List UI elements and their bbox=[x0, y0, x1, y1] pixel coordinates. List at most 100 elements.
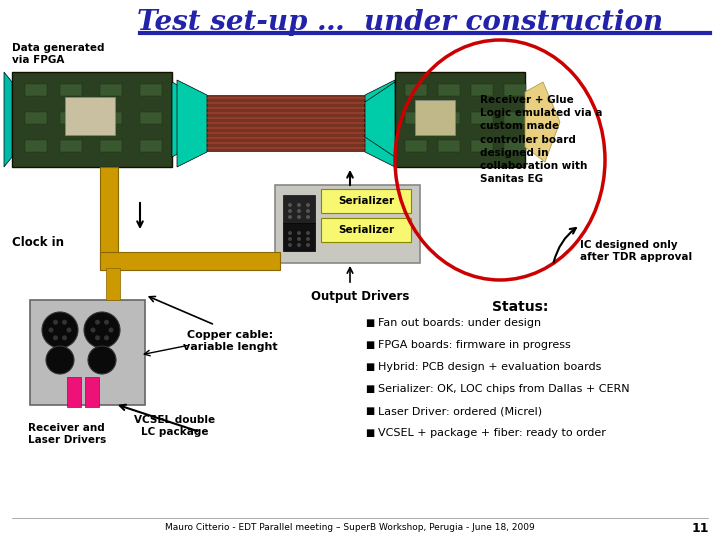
Circle shape bbox=[62, 335, 67, 340]
Polygon shape bbox=[4, 72, 12, 167]
Circle shape bbox=[297, 209, 301, 213]
Text: ■: ■ bbox=[365, 362, 374, 372]
FancyBboxPatch shape bbox=[283, 195, 315, 223]
Text: Receiver and
Laser Drivers: Receiver and Laser Drivers bbox=[28, 423, 107, 444]
Text: Test set-up …  under construction: Test set-up … under construction bbox=[137, 9, 663, 36]
Text: IC designed only
after TDR approval: IC designed only after TDR approval bbox=[580, 240, 692, 261]
FancyBboxPatch shape bbox=[405, 84, 427, 96]
FancyBboxPatch shape bbox=[65, 97, 115, 135]
FancyBboxPatch shape bbox=[67, 377, 81, 407]
FancyBboxPatch shape bbox=[25, 140, 47, 152]
FancyBboxPatch shape bbox=[405, 140, 427, 152]
Text: Copper cable:
variable lenght: Copper cable: variable lenght bbox=[183, 330, 277, 352]
Polygon shape bbox=[177, 80, 207, 167]
FancyBboxPatch shape bbox=[106, 268, 120, 300]
Text: FPGA boards: firmware in progress: FPGA boards: firmware in progress bbox=[378, 340, 571, 350]
FancyBboxPatch shape bbox=[85, 377, 99, 407]
Circle shape bbox=[66, 327, 71, 333]
Circle shape bbox=[306, 215, 310, 219]
FancyBboxPatch shape bbox=[321, 189, 411, 213]
Text: Laser Driver: ordered (Micrel): Laser Driver: ordered (Micrel) bbox=[378, 406, 542, 416]
Circle shape bbox=[306, 203, 310, 207]
Circle shape bbox=[95, 335, 100, 340]
Circle shape bbox=[306, 237, 310, 241]
Circle shape bbox=[42, 312, 78, 348]
Text: Data generated
via FPGA: Data generated via FPGA bbox=[12, 43, 104, 65]
FancyBboxPatch shape bbox=[140, 140, 162, 152]
Polygon shape bbox=[525, 82, 560, 162]
Text: 11: 11 bbox=[691, 522, 708, 535]
Text: ■: ■ bbox=[365, 406, 374, 416]
FancyBboxPatch shape bbox=[415, 100, 455, 135]
Circle shape bbox=[288, 237, 292, 241]
Circle shape bbox=[95, 320, 100, 325]
FancyBboxPatch shape bbox=[405, 112, 427, 124]
Circle shape bbox=[306, 231, 310, 235]
Circle shape bbox=[288, 203, 292, 207]
FancyBboxPatch shape bbox=[471, 84, 493, 96]
FancyBboxPatch shape bbox=[140, 112, 162, 124]
FancyBboxPatch shape bbox=[438, 84, 460, 96]
Circle shape bbox=[306, 243, 310, 247]
Text: ■: ■ bbox=[365, 384, 374, 394]
FancyBboxPatch shape bbox=[283, 223, 315, 251]
Circle shape bbox=[104, 335, 109, 340]
FancyBboxPatch shape bbox=[60, 140, 82, 152]
Circle shape bbox=[62, 320, 67, 325]
Text: ■: ■ bbox=[365, 428, 374, 438]
Circle shape bbox=[297, 237, 301, 241]
FancyBboxPatch shape bbox=[25, 84, 47, 96]
Text: ■: ■ bbox=[365, 340, 374, 350]
FancyBboxPatch shape bbox=[100, 252, 280, 270]
Text: Serializer: Serializer bbox=[338, 225, 394, 235]
FancyBboxPatch shape bbox=[471, 112, 493, 124]
Circle shape bbox=[288, 215, 292, 219]
FancyBboxPatch shape bbox=[504, 84, 526, 96]
Circle shape bbox=[91, 327, 96, 333]
Polygon shape bbox=[207, 95, 365, 152]
Text: Mauro Citterio - EDT Parallel meeting – SuperB Workshop, Perugia - June 18, 2009: Mauro Citterio - EDT Parallel meeting – … bbox=[165, 523, 535, 532]
Circle shape bbox=[53, 335, 58, 340]
Text: Output Drivers: Output Drivers bbox=[311, 290, 409, 303]
Text: VCSEL + package + fiber: ready to order: VCSEL + package + fiber: ready to order bbox=[378, 428, 606, 438]
Circle shape bbox=[288, 231, 292, 235]
Circle shape bbox=[288, 243, 292, 247]
Text: Serializer: Serializer bbox=[338, 196, 394, 206]
Text: Clock in: Clock in bbox=[12, 237, 64, 249]
FancyBboxPatch shape bbox=[12, 72, 172, 167]
Polygon shape bbox=[172, 82, 207, 157]
FancyBboxPatch shape bbox=[275, 185, 420, 263]
Text: ■: ■ bbox=[365, 318, 374, 328]
Text: Hybrid: PCB design + evaluation boards: Hybrid: PCB design + evaluation boards bbox=[378, 362, 601, 372]
Circle shape bbox=[306, 209, 310, 213]
Circle shape bbox=[109, 327, 114, 333]
Circle shape bbox=[297, 243, 301, 247]
FancyBboxPatch shape bbox=[438, 112, 460, 124]
Circle shape bbox=[84, 312, 120, 348]
Circle shape bbox=[46, 346, 74, 374]
Circle shape bbox=[53, 320, 58, 325]
Circle shape bbox=[297, 231, 301, 235]
Circle shape bbox=[88, 346, 116, 374]
FancyBboxPatch shape bbox=[100, 84, 122, 96]
FancyBboxPatch shape bbox=[504, 140, 526, 152]
Text: Fan out boards: under design: Fan out boards: under design bbox=[378, 318, 541, 328]
FancyBboxPatch shape bbox=[100, 167, 118, 270]
Polygon shape bbox=[365, 80, 395, 167]
Circle shape bbox=[297, 203, 301, 207]
Text: VCSEL double
LC package: VCSEL double LC package bbox=[135, 415, 215, 437]
FancyBboxPatch shape bbox=[100, 112, 122, 124]
Circle shape bbox=[288, 209, 292, 213]
FancyBboxPatch shape bbox=[140, 84, 162, 96]
FancyBboxPatch shape bbox=[100, 140, 122, 152]
FancyBboxPatch shape bbox=[395, 72, 525, 167]
FancyBboxPatch shape bbox=[30, 300, 145, 405]
FancyBboxPatch shape bbox=[60, 84, 82, 96]
FancyBboxPatch shape bbox=[438, 140, 460, 152]
FancyBboxPatch shape bbox=[25, 112, 47, 124]
FancyBboxPatch shape bbox=[504, 112, 526, 124]
Circle shape bbox=[48, 327, 53, 333]
Polygon shape bbox=[365, 82, 395, 157]
Circle shape bbox=[104, 320, 109, 325]
Text: Receiver + Glue
Logic emulated via a
custom made
controller board
designed in
co: Receiver + Glue Logic emulated via a cus… bbox=[480, 95, 603, 184]
